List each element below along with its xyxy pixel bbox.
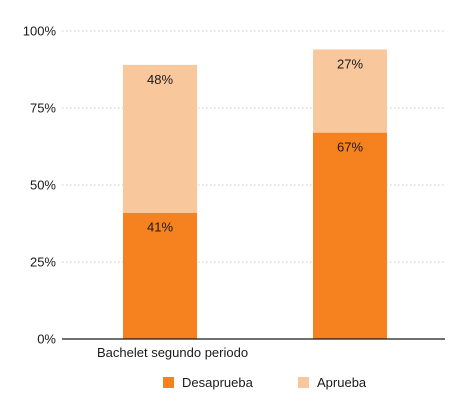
y-tick-label: 25% bbox=[30, 255, 56, 270]
data-label: 48% bbox=[147, 72, 173, 87]
bar-aprueba bbox=[123, 64, 197, 213]
y-tick-label: 0% bbox=[37, 332, 56, 347]
bar-desaprueba bbox=[313, 132, 387, 339]
data-label: 41% bbox=[147, 220, 173, 235]
y-tick-label: 75% bbox=[30, 101, 56, 116]
x-category-label: Bachelet segundo periodo bbox=[97, 345, 248, 360]
legend-swatch bbox=[163, 377, 174, 388]
bar-aprueba bbox=[313, 49, 387, 133]
legend-label: Aprueba bbox=[317, 375, 367, 390]
data-label: 27% bbox=[337, 56, 363, 71]
y-tick-label: 100% bbox=[23, 24, 57, 39]
legend-label: Desaprueba bbox=[182, 375, 254, 390]
legend-swatch bbox=[298, 377, 309, 388]
y-tick-label: 50% bbox=[30, 178, 56, 193]
bar-desaprueba bbox=[123, 212, 197, 339]
data-label: 67% bbox=[337, 140, 363, 155]
